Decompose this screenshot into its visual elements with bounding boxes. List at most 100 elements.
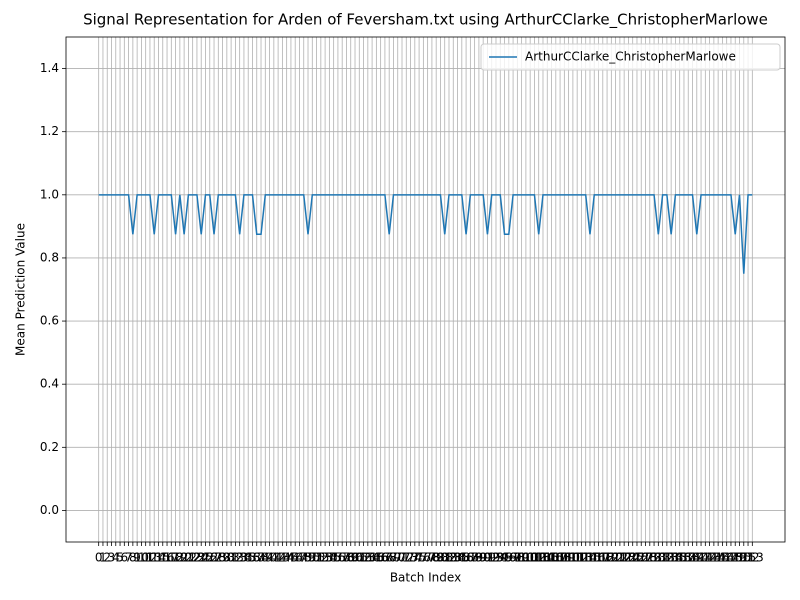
x-tick-label: 0 <box>95 551 103 565</box>
chart-title: Signal Representation for Arden of Fever… <box>83 11 768 30</box>
x-tick-label: 53 <box>317 551 332 565</box>
x-tick-label: 19 <box>172 551 187 565</box>
x-tick-label: 75 <box>411 551 426 565</box>
x-tick-label: 123 <box>613 551 636 565</box>
x-tick-label: 69 <box>386 551 401 565</box>
x-tick-label: 26 <box>202 551 217 565</box>
x-tick-label: 56 <box>330 551 345 565</box>
x-tick-label: 92 <box>484 551 499 565</box>
x-tick-label: 87 <box>463 551 478 565</box>
x-tick-label: 144 <box>702 551 725 565</box>
x-tick-label: 25 <box>198 551 213 565</box>
x-tick-label: 148 <box>720 551 743 565</box>
x-tick-label: 147 <box>715 551 738 565</box>
x-tick-label: 33 <box>232 551 247 565</box>
x-tick-label: 57 <box>335 551 350 565</box>
legend: ArthurCClarke_ChristopherMarlowe <box>480 43 781 71</box>
x-tick-label: 128 <box>634 551 657 565</box>
x-tick-label: 5 <box>116 551 124 565</box>
x-tick-label: 120 <box>600 551 623 565</box>
x-tick-label: 125 <box>621 551 644 565</box>
x-tick-label: 138 <box>677 551 700 565</box>
x-tick-label: 24 <box>194 551 209 565</box>
x-tick-label: 133 <box>655 551 678 565</box>
x-tick-label: 58 <box>339 551 354 565</box>
x-tick-label: 62 <box>356 551 371 565</box>
x-tick-label: 21 <box>181 551 196 565</box>
x-tick-label: 117 <box>587 551 610 565</box>
x-tick-label: 1 <box>99 551 107 565</box>
x-tick-label: 12 <box>142 551 157 565</box>
x-tick-label: 48 <box>296 551 311 565</box>
x-tick-label: 49 <box>300 551 315 565</box>
x-tick-label: 107 <box>544 551 567 565</box>
x-tick-label: 153 <box>741 551 764 565</box>
x-tick-label: 119 <box>596 551 619 565</box>
x-tick-label: 152 <box>737 551 760 565</box>
x-tick-label: 142 <box>694 551 717 565</box>
x-tick-label: 79 <box>429 551 444 565</box>
y-tick-label: 1.4 <box>40 61 59 75</box>
x-tick-label: 52 <box>313 551 328 565</box>
x-tick-label: 108 <box>549 551 572 565</box>
x-tick-label: 134 <box>660 551 683 565</box>
x-axis-label: Batch Index <box>390 571 461 585</box>
x-tick-label: 72 <box>399 551 414 565</box>
x-tick-label: 143 <box>698 551 721 565</box>
x-tick-label: 77 <box>420 551 435 565</box>
x-tick-label: 104 <box>532 551 555 565</box>
x-tick-label: 96 <box>501 551 516 565</box>
x-tick-label: 29 <box>215 551 230 565</box>
x-tick-label: 137 <box>673 551 696 565</box>
legend-box <box>480 43 781 71</box>
x-tick-label: 76 <box>416 551 431 565</box>
x-tick-label: 54 <box>322 551 337 565</box>
y-tick-label: 0.8 <box>40 250 59 264</box>
x-tick-label: 124 <box>617 551 640 565</box>
x-tick-label: 129 <box>638 551 661 565</box>
x-tick-label: 41 <box>266 551 281 565</box>
x-tick-label: 84 <box>450 551 465 565</box>
x-tick-label: 15 <box>155 551 170 565</box>
x-tick-label: 140 <box>685 551 708 565</box>
x-tick-label: 126 <box>626 551 649 565</box>
x-tick-label: 11 <box>138 551 153 565</box>
x-tick-label: 50 <box>305 551 320 565</box>
x-tick-label: 94 <box>493 551 508 565</box>
x-tick-label: 9 <box>133 551 141 565</box>
x-tick-label: 115 <box>579 551 602 565</box>
x-tick-label: 101 <box>519 551 542 565</box>
x-tick-label: 82 <box>441 551 456 565</box>
legend-label: ArthurCClarke_ChristopherMarlowe <box>525 50 736 64</box>
x-tick-label: 89 <box>471 551 486 565</box>
x-tick-label: 111 <box>561 551 584 565</box>
x-tick-label: 103 <box>527 551 550 565</box>
x-tick-label: 43 <box>275 551 290 565</box>
x-tick-label: 106 <box>540 551 563 565</box>
x-tick-label: 88 <box>467 551 482 565</box>
x-tick-label: 64 <box>364 551 379 565</box>
x-tick-label: 32 <box>228 551 243 565</box>
x-tick-label: 83 <box>446 551 461 565</box>
x-tick-label: 110 <box>557 551 580 565</box>
x-tick-label: 122 <box>608 551 631 565</box>
x-tick-label: 150 <box>728 551 751 565</box>
x-tick-label: 68 <box>382 551 397 565</box>
x-tick-label: 61 <box>352 551 367 565</box>
x-tick-label: 6 <box>120 551 128 565</box>
x-tick-label: 113 <box>570 551 593 565</box>
x-tick-label: 81 <box>437 551 452 565</box>
x-tick-label: 38 <box>253 551 268 565</box>
x-tick-label: 7 <box>125 551 133 565</box>
x-tick-label: 51 <box>309 551 324 565</box>
x-tick-label: 121 <box>604 551 627 565</box>
x-tick-label: 136 <box>668 551 691 565</box>
x-tick-label: 44 <box>279 551 294 565</box>
x-tick-label: 78 <box>424 551 439 565</box>
x-tick-label: 28 <box>211 551 226 565</box>
y-tick-label: 0.0 <box>40 503 59 517</box>
x-tick-label: 37 <box>249 551 264 565</box>
x-tick-label: 149 <box>724 551 747 565</box>
x-tick-label: 39 <box>258 551 273 565</box>
